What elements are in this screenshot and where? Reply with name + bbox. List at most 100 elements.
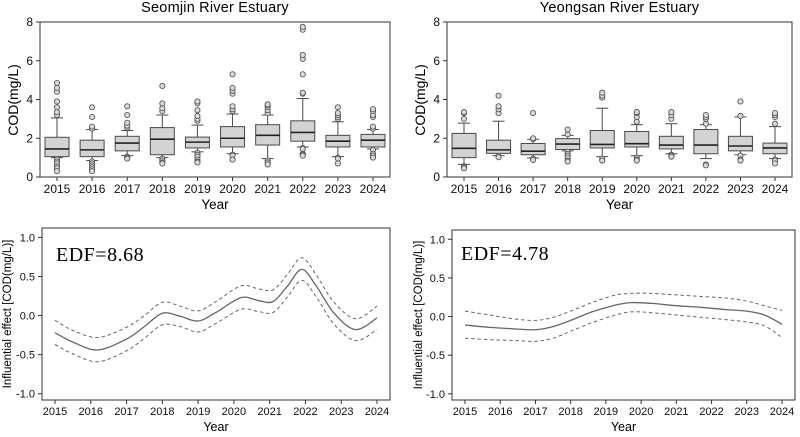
outlier-point [299, 89, 306, 96]
outlier-point [495, 154, 502, 161]
y-tick-label: 0 [26, 170, 33, 184]
outlier-point [369, 123, 377, 130]
y-axis: 0 2 4 6 8 [26, 15, 40, 184]
y-tick-label: 6 [433, 54, 440, 68]
x-tick-label: 2016 [79, 182, 106, 196]
x-axis-label: Year [610, 420, 637, 434]
box-2019 [184, 98, 210, 166]
x-tick-label: 2020 [629, 406, 653, 418]
x-tick-label: 2022 [293, 406, 317, 418]
box-2024 [360, 106, 386, 161]
y-tick-label: -1.0 [16, 389, 35, 401]
x-tick-label: 2016 [485, 182, 512, 196]
outlier-point [633, 157, 640, 164]
box-2020 [624, 109, 650, 164]
boxes [44, 23, 386, 175]
plot-frame [41, 227, 391, 401]
x-tick-label: 2019 [594, 406, 618, 418]
outlier-point [124, 155, 131, 162]
y-tick-label: 0.0 [430, 312, 445, 324]
y-tick-label: 0.5 [430, 273, 445, 285]
plot-frame [451, 229, 796, 401]
x-tick-label: 2022 [693, 182, 720, 196]
outlier-point [771, 110, 779, 117]
box-2018 [555, 126, 581, 165]
y-tick-label: 1.0 [430, 234, 445, 246]
outlier-point [299, 71, 306, 78]
panel-yeongsan-boxplot: 0 2 4 6 8 2015 2016 2017 2018 2019 2020 2021 2022 202… [400, 0, 800, 218]
seomjin-boxplot-canvas: 0 2 4 6 8 2015 2016 2017 2018 2019 2020 2021 2022 202… [26, 15, 391, 196]
y-tick-label: 4 [26, 93, 33, 107]
x-tick-label: 2024 [770, 406, 794, 418]
series-smooth [464, 301, 783, 331]
y-tick-label: 1.0 [20, 232, 35, 244]
outlier-point [530, 110, 537, 117]
x-axis: 2015 2016 2017 2018 2019 2020 2021 2022 2023 2024 [453, 400, 794, 418]
outlier-point [564, 126, 571, 133]
series-ci-upper [54, 257, 378, 339]
outlier-point [369, 106, 377, 113]
outlier-point [564, 158, 571, 165]
box-2023 [325, 104, 351, 167]
x-tick-label: 2024 [762, 182, 789, 196]
y-axis: 1.0 0.5 0.0 -0.5 -1.0 [426, 234, 452, 401]
box-2015 [44, 79, 70, 175]
seomjin-gam-canvas: 1.0 0.5 0.0 -0.5 -1.0 2015 2016 2017 2018 2019 202… [16, 227, 391, 418]
panel-title: Seomjin River Estuary [141, 0, 289, 16]
outlier-point [229, 103, 236, 110]
outlier-point [229, 71, 236, 78]
boxes [451, 89, 788, 172]
x-tick-label: 2022 [699, 406, 723, 418]
x-tick-label: 2017 [114, 406, 138, 418]
outlier-point [702, 162, 709, 169]
box-2023 [727, 98, 753, 164]
outlier-point [89, 168, 96, 175]
y-axis-label: Influential effect [COD(mg/L)] [2, 239, 14, 389]
outlier-point [229, 84, 236, 91]
box-2021 [255, 101, 281, 168]
x-axis-label: Year [201, 197, 229, 212]
outlier-point [89, 113, 96, 120]
box-2019 [589, 89, 615, 164]
outlier-point [159, 82, 166, 89]
outlier-point [460, 165, 468, 172]
box-2015 [451, 109, 477, 172]
y-tick-label: 6 [26, 54, 33, 68]
y-tick-label: 2 [433, 131, 440, 145]
panel-seomjin-gam-smooth: 1.0 0.5 0.0 -0.5 -1.0 2015 2016 2017 2018 2019 202… [0, 218, 400, 437]
box-2020 [220, 71, 246, 163]
x-tick-label: 2018 [554, 182, 581, 196]
y-tick-label: 8 [26, 15, 33, 29]
outlier-point [194, 112, 201, 120]
x-tick-label: 2023 [325, 182, 352, 196]
outlier-point [495, 103, 502, 110]
outlier-point [53, 168, 61, 175]
x-axis-label: Year [605, 197, 634, 212]
y-tick-label: 0 [433, 170, 440, 184]
outlier-point [229, 156, 236, 163]
y-tick-label: -1.0 [426, 389, 445, 401]
panel-seomjin-boxplot: 0 2 4 6 8 2015 2016 2017 2018 2019 2020 2021 2022 202… [0, 0, 400, 218]
outlier-point [334, 160, 341, 167]
outlier-point [299, 152, 306, 159]
panel-yeongsan-gam-smooth: 1.0 0.5 0.0 -0.5 -1.0 2015 2016 2017 2018 2019 202… [400, 218, 800, 437]
y-axis: 1.0 0.5 0.0 -0.5 -1.0 [16, 232, 42, 401]
box-2024 [762, 110, 788, 167]
outlier-point [460, 109, 468, 116]
outlier-point [264, 161, 271, 168]
x-tick-label: 2021 [658, 182, 685, 196]
x-tick-label: 2015 [453, 406, 477, 418]
outlier-point [53, 98, 61, 105]
outlier-point [771, 120, 779, 127]
x-axis-label: Year [203, 420, 229, 434]
outlier-point [53, 79, 61, 87]
y-tick-label: -0.5 [16, 350, 35, 362]
x-tick-label: 2024 [360, 182, 387, 196]
outlier-point [633, 109, 640, 116]
series-smooth [54, 268, 378, 351]
outlier-point [264, 101, 271, 108]
box-2017 [114, 103, 140, 162]
x-tick-label: 2022 [289, 182, 316, 196]
box-2017 [520, 110, 546, 163]
y-tick-label: 4 [433, 93, 440, 107]
